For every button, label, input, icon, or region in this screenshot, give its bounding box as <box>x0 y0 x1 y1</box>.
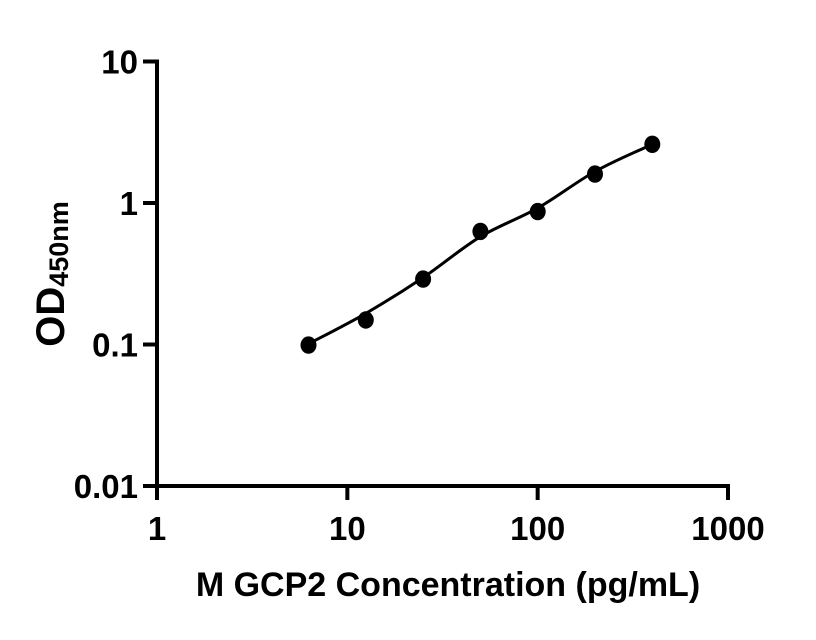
y-axis-title-main: OD <box>29 287 73 347</box>
data-point <box>529 202 546 221</box>
y-axis-title: OD450nm <box>29 201 74 347</box>
x-tick-label: 1 <box>148 510 166 547</box>
y-tick-label: 10 <box>101 44 138 81</box>
data-point <box>357 311 374 329</box>
data-point <box>644 135 661 153</box>
data-point <box>587 165 603 183</box>
data-point <box>300 336 317 354</box>
x-tick-label: 10 <box>329 510 366 547</box>
x-tick-label: 100 <box>510 510 565 547</box>
data-point <box>472 222 489 241</box>
x-tick-label: 1000 <box>691 510 764 547</box>
y-tick-label: 1 <box>120 185 138 222</box>
data-layer <box>300 135 661 354</box>
y-tick-label: 0.01 <box>74 468 138 505</box>
axes-layer: 10 1 0.1 0.01 1 10 100 1000 <box>74 44 765 548</box>
y-tick-label: 0.1 <box>92 327 138 364</box>
data-point <box>415 270 432 288</box>
y-axis-title-subscript: 450nm <box>44 201 74 287</box>
x-axis-title: M GCP2 Concentration (pg/mL) <box>196 566 700 604</box>
